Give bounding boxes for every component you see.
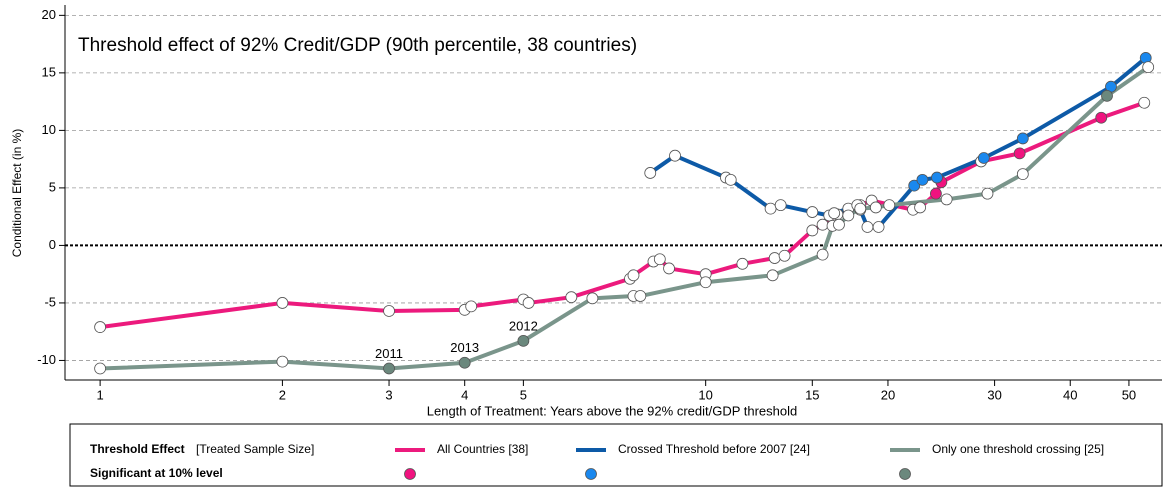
x-tick-label: 50 — [1122, 387, 1136, 402]
point — [517, 334, 530, 347]
y-tick-label: 15 — [42, 64, 56, 79]
point — [1016, 168, 1029, 180]
y-axis-label: Conditional Effect (in %) — [10, 129, 24, 258]
point — [869, 201, 882, 214]
point — [94, 362, 107, 375]
y-tick-label: 10 — [42, 122, 56, 137]
legend-marker — [585, 468, 597, 480]
point — [383, 305, 395, 317]
point — [872, 221, 885, 233]
point — [774, 199, 787, 212]
point — [930, 187, 942, 200]
point — [816, 248, 829, 261]
point — [1101, 89, 1113, 102]
point-label: 2012 — [509, 318, 538, 333]
point — [699, 276, 712, 289]
x-tick-label: 15 — [805, 387, 819, 402]
point — [1013, 147, 1026, 160]
y-tick-label: -5 — [44, 294, 56, 309]
y-tick-label: -10 — [37, 352, 56, 367]
point — [565, 291, 578, 304]
point — [458, 356, 471, 369]
x-tick-label: 1 — [96, 387, 103, 402]
x-tick-label: 2 — [279, 387, 286, 402]
point — [861, 221, 874, 233]
point — [806, 206, 819, 218]
point — [522, 297, 535, 309]
x-tick-label: 4 — [461, 387, 468, 402]
point — [276, 355, 289, 368]
point — [1095, 111, 1108, 124]
point — [634, 290, 647, 302]
y-tick-label: 0 — [49, 237, 56, 252]
x-tick-label: 10 — [698, 387, 712, 402]
point — [778, 249, 791, 262]
point — [931, 171, 943, 184]
point — [816, 218, 829, 231]
legend-box — [69, 423, 1163, 487]
series-line — [649, 56, 1148, 230]
x-tick-label: 30 — [987, 387, 1001, 402]
point — [842, 209, 855, 222]
point — [768, 252, 781, 264]
point — [940, 193, 953, 206]
legend-title-note: [Treated Sample Size] — [196, 442, 314, 456]
point — [627, 269, 640, 282]
legend-label: All Countries [38] — [437, 442, 528, 456]
series-line — [99, 100, 1145, 330]
point-label: 2011 — [375, 346, 403, 361]
point — [854, 202, 867, 215]
point — [1142, 61, 1155, 74]
point — [465, 300, 478, 313]
legend-marker-row: Significant at 10% level — [90, 466, 223, 480]
legend-title: Threshold Effect — [90, 442, 185, 456]
point — [663, 262, 675, 275]
point — [736, 257, 749, 270]
point — [981, 187, 994, 200]
point — [916, 173, 929, 186]
series-line — [100, 65, 1150, 371]
point — [1016, 132, 1029, 145]
x-tick-label: 20 — [881, 387, 895, 402]
y-tick-label: 5 — [49, 179, 56, 194]
x-tick-label: 5 — [520, 387, 527, 402]
legend-label: Only one threshold crossing [25] — [932, 442, 1104, 456]
x-tick-label: 3 — [385, 387, 392, 402]
point — [833, 218, 845, 231]
legend-marker — [899, 468, 911, 480]
point — [653, 253, 666, 266]
y-tick-label: 20 — [42, 7, 56, 22]
point — [766, 269, 779, 282]
point-label: 2013 — [450, 340, 479, 355]
point — [644, 167, 657, 179]
point — [883, 199, 896, 212]
point — [914, 201, 926, 214]
point — [724, 173, 737, 186]
chart-title: Threshold effect of 92% Credit/GDP (90th… — [78, 35, 637, 56]
point — [806, 224, 819, 237]
legend-marker — [404, 468, 416, 480]
point — [669, 149, 681, 162]
point — [977, 152, 990, 164]
point — [908, 179, 921, 192]
point — [383, 362, 395, 375]
point — [828, 207, 841, 220]
point — [94, 321, 107, 333]
legend-label: Crossed Threshold before 2007 [24] — [618, 442, 810, 456]
point — [586, 292, 599, 305]
point — [276, 297, 289, 309]
point — [1138, 96, 1151, 109]
point — [764, 202, 777, 215]
x-tick-label: 40 — [1063, 387, 1077, 402]
x-axis-label: Length of Treatment: Years above the 92%… — [427, 403, 798, 418]
